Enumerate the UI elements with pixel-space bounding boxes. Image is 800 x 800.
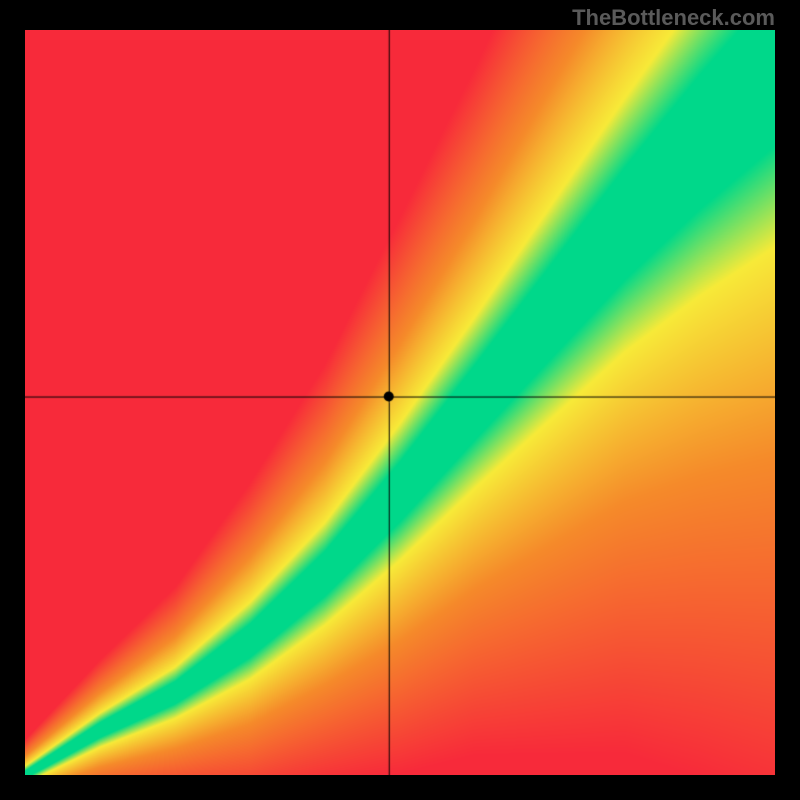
heatmap-plot (25, 30, 775, 775)
watermark-text: TheBottleneck.com (572, 5, 775, 31)
